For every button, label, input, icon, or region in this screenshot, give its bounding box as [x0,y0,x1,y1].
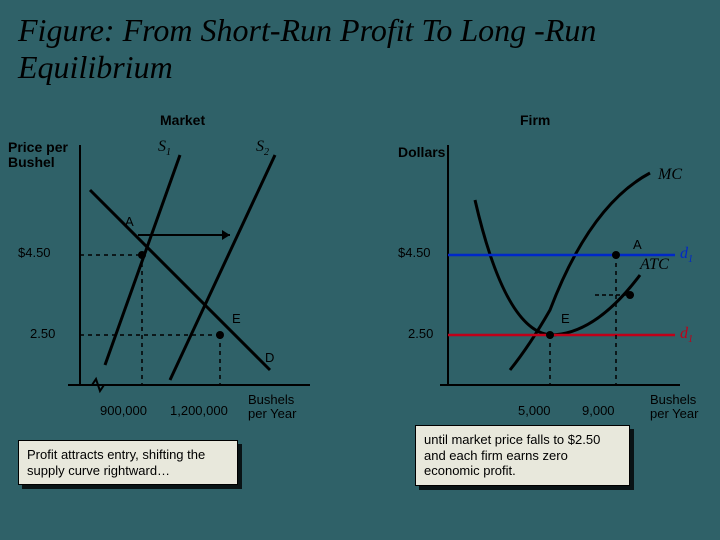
note-right: until market price falls to $2.50 and ea… [415,425,630,486]
firm-price-low: 2.50 [408,326,433,341]
market-xlabel: Bushelsper Year [248,393,296,422]
note-left: Profit attracts entry, shifting the supp… [18,440,238,485]
firm-xlabel: Bushelsper Year [650,393,698,422]
firm-ylabel: Dollars [398,144,445,160]
firm-chart [440,135,720,395]
firm-label: Firm [520,112,550,128]
market-price-low: 2.50 [30,326,55,341]
market-price-high: $4.50 [18,245,51,260]
market-q2: 1,200,000 [170,403,228,418]
page-title: Figure: From Short-Run Profit To Long -R… [0,0,720,86]
firm-price-high: $4.50 [398,245,431,260]
market-chart [60,135,340,395]
market-q1: 900,000 [100,403,147,418]
firm-q1: 5,000 [518,403,551,418]
firm-q2: 9,000 [582,403,615,418]
market-label: Market [160,112,205,128]
